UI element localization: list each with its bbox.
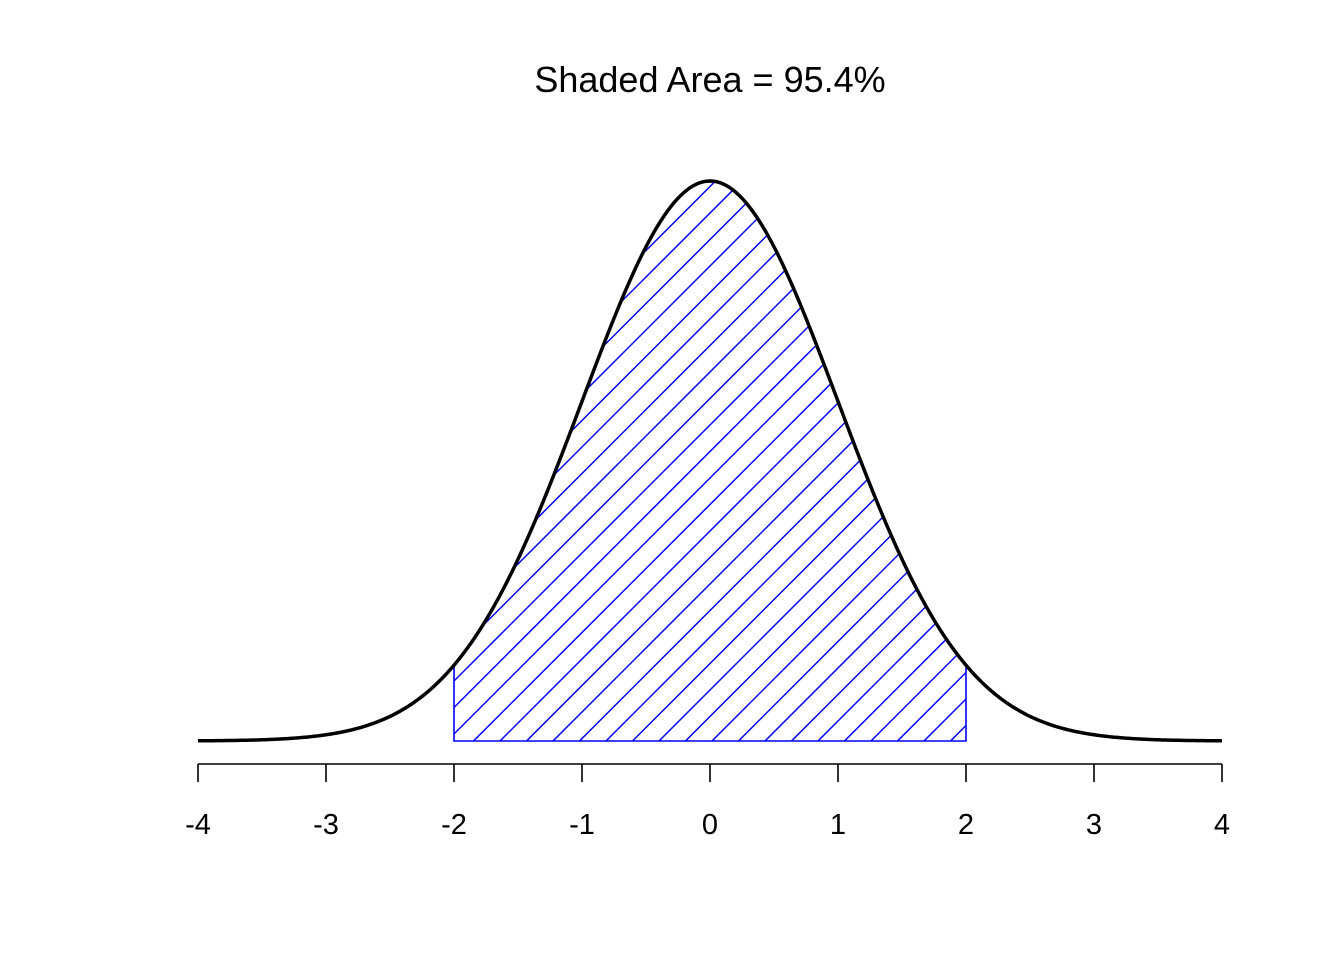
- hatch-line: [994, 161, 1344, 751]
- x-axis: -4 -3 -2 -1 0 1 2 3 4: [185, 763, 1230, 841]
- x-tick-label: -2: [441, 809, 467, 841]
- hatch-line: [913, 181, 966, 741]
- hatch-line: [0, 161, 444, 751]
- hatch-line: [621, 181, 966, 741]
- hatch-line: [454, 181, 498, 741]
- x-tick-label: -3: [313, 809, 339, 841]
- hatch-line: [454, 181, 763, 741]
- hatch-line: [454, 181, 790, 741]
- x-tick-label: 2: [958, 809, 974, 841]
- hatch-line: [807, 181, 966, 741]
- hatch-line: [454, 181, 631, 741]
- hatch-line: [454, 181, 578, 741]
- hatch-line: [674, 181, 966, 741]
- hatch-line: [967, 161, 1344, 751]
- hatch-line: [454, 181, 869, 741]
- hatch-line: [833, 181, 966, 741]
- hatch-line: [454, 181, 843, 741]
- hatch-line: [454, 181, 816, 741]
- hatch-line: [454, 181, 966, 741]
- hatch-line: [454, 181, 472, 741]
- x-tick-label: 1: [830, 809, 846, 841]
- hatch-line: [454, 181, 604, 741]
- x-tick-label: -1: [569, 809, 595, 841]
- hatch-line: [939, 181, 966, 741]
- hatch-pattern: [0, 161, 1344, 751]
- hatch-line: [860, 181, 966, 741]
- hatch-line: [515, 181, 966, 741]
- x-tick-label: -4: [185, 809, 211, 841]
- hatch-line: [454, 181, 710, 741]
- hatch-line: [886, 181, 966, 741]
- hatch-line: [454, 181, 525, 741]
- hatch-line: [454, 181, 966, 741]
- hatch-line: [595, 181, 966, 741]
- shaded-region: [0, 161, 1344, 751]
- hatch-line: [454, 181, 684, 741]
- x-tick-label: 0: [702, 809, 718, 841]
- hatch-line: [754, 181, 966, 741]
- hatch-line: [454, 181, 737, 741]
- hatch-line: [568, 181, 966, 741]
- hatch-line: [727, 181, 966, 741]
- hatch-line: [542, 181, 966, 741]
- hatch-line: [701, 181, 966, 741]
- hatch-line: [454, 181, 966, 741]
- hatch-line: [780, 181, 966, 741]
- x-tick-label: 3: [1086, 809, 1102, 841]
- chart-title: Shaded Area = 95.4%: [534, 59, 885, 100]
- hatch-line: [648, 181, 966, 741]
- density-curve: [197, 179, 1223, 743]
- hatch-line: [454, 181, 551, 741]
- hatch-line: [454, 181, 657, 741]
- x-tick-label: 4: [1214, 809, 1230, 841]
- hatch-line: [454, 181, 896, 741]
- hatch-line: [454, 181, 922, 741]
- hatch-line: [489, 181, 966, 741]
